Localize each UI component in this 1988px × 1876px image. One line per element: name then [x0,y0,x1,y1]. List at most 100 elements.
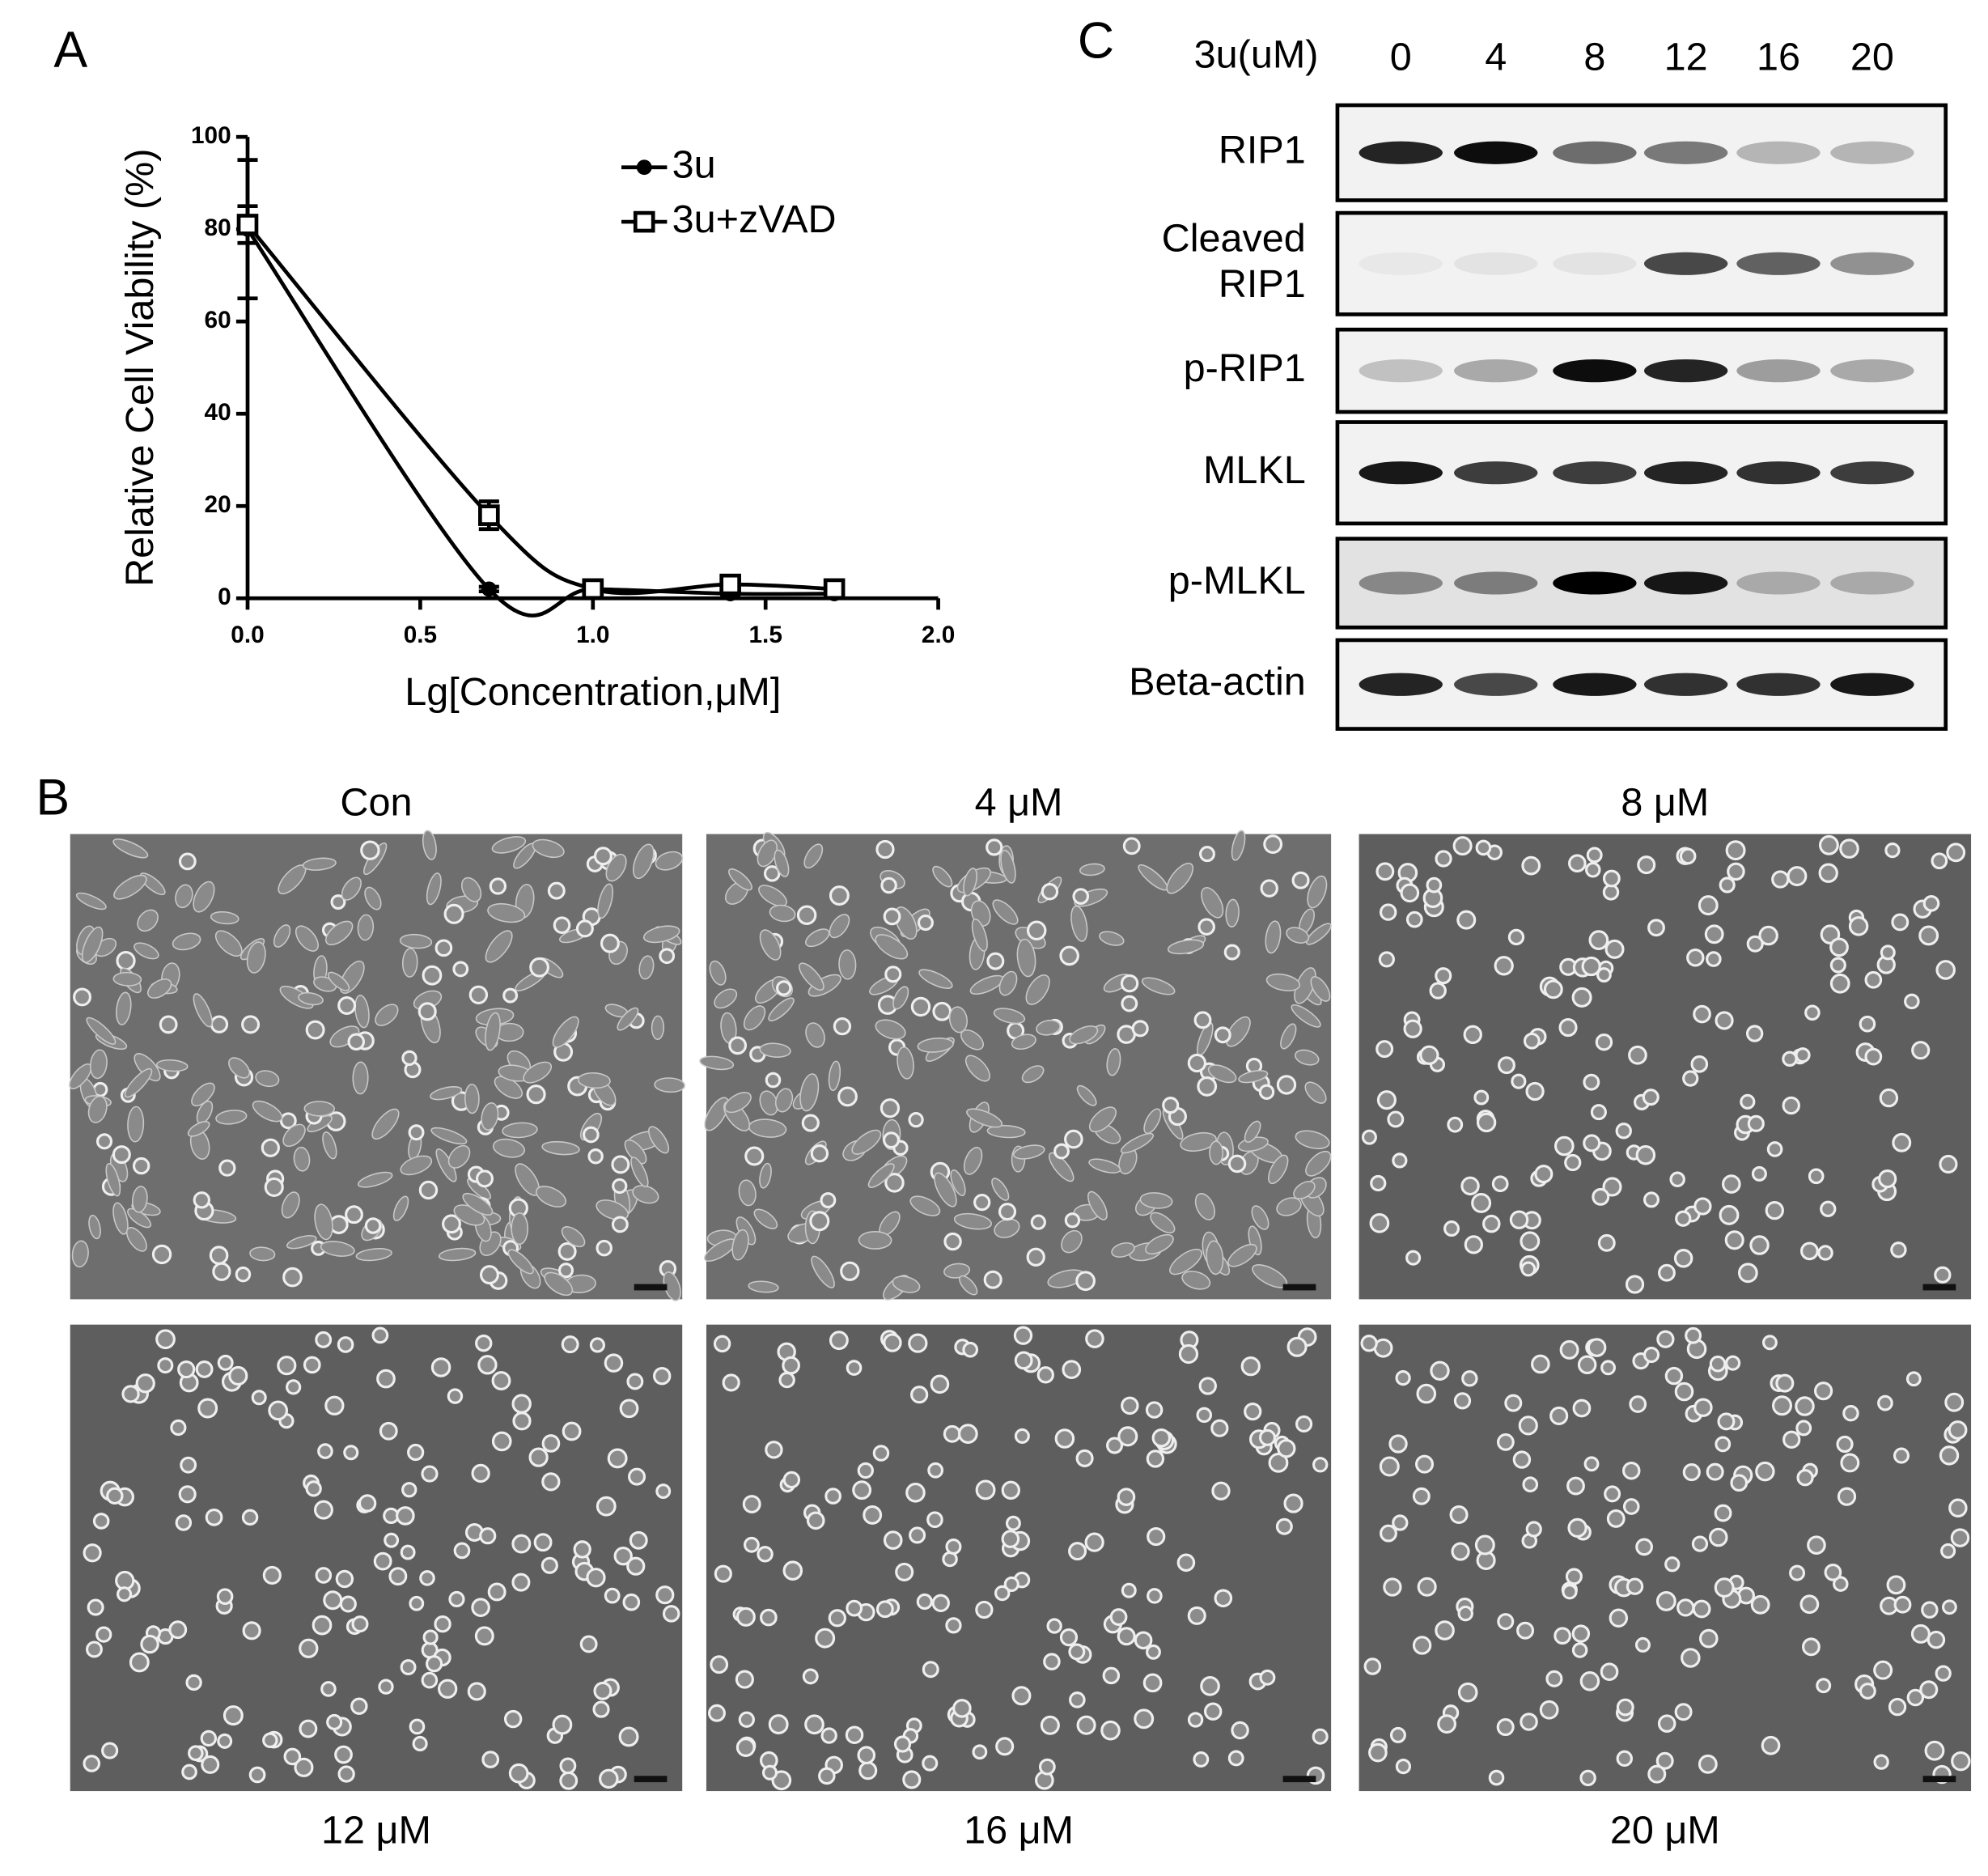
band [1359,673,1443,696]
cell [714,1564,732,1583]
band [1553,252,1637,275]
cell [943,1232,962,1251]
cell [1511,1073,1527,1089]
lane-label: 0 [1390,35,1412,79]
cell [1520,1231,1541,1252]
cell [1139,1192,1173,1209]
cell [765,1072,782,1089]
cell [1447,1116,1464,1133]
cell [1747,1114,1765,1132]
cell [401,1050,418,1066]
cell [1642,1089,1659,1106]
band [1643,252,1728,275]
cell [799,1073,820,1112]
cell [396,1506,415,1526]
cell [185,1674,202,1691]
cell [1260,879,1278,898]
band [1553,571,1637,595]
cell [1525,1081,1545,1101]
cell [1816,1678,1832,1694]
cell [1014,1428,1030,1444]
cells [83,1326,680,1790]
cell [910,996,931,1017]
cell [378,1679,394,1695]
cell [1682,1070,1699,1087]
cell [753,1208,778,1229]
cell [1946,843,1966,863]
cell [557,1263,574,1279]
cell [1375,862,1395,881]
cell [1725,1355,1741,1371]
cell [803,843,824,869]
cells [699,830,1332,1301]
cell [326,1713,343,1730]
cell [95,1626,112,1643]
band [1830,673,1914,696]
cell [485,1012,501,1051]
scale-bar [1282,1776,1316,1783]
cell [1558,1018,1578,1038]
cell [1516,1621,1535,1640]
cell [1628,1045,1647,1065]
cell [1587,1338,1607,1357]
cell [945,1617,962,1634]
cells [708,1326,1329,1791]
cell [1005,1515,1021,1531]
panel-label: C [1078,12,1114,69]
cell [648,1126,670,1154]
cell [909,1195,941,1216]
cell [918,969,953,989]
cell [1064,1212,1081,1229]
cell [299,1638,319,1658]
cell [1692,1599,1711,1619]
cell [1389,1726,1406,1743]
cell [883,1333,902,1352]
cell [200,1730,218,1747]
cell [235,1266,252,1283]
cell [828,1609,846,1628]
band [1359,359,1443,383]
cell [172,932,201,951]
cell [943,1263,971,1279]
cell [1927,1630,1946,1649]
cell [1201,887,1224,919]
cell [1435,850,1452,868]
cell [774,1088,794,1113]
cell [774,849,790,877]
cell [782,1560,803,1581]
cell [1795,1047,1811,1063]
cell [116,991,132,1025]
cell [86,1017,117,1045]
cell [1464,1235,1483,1254]
cell [479,1265,499,1285]
cell [1310,976,1331,1002]
cell [401,948,418,978]
cell [828,1060,841,1092]
cell [586,1568,606,1588]
cell [592,1700,610,1718]
data-point [719,573,741,596]
cell [491,1371,511,1390]
cell [1782,1430,1801,1449]
cell [248,1766,266,1784]
micrograph-label: 16 μM [964,1809,1074,1853]
cell [1698,1754,1718,1774]
cell [651,1015,665,1041]
cell [1111,1242,1135,1258]
cell [302,857,337,871]
cells [69,830,686,1301]
cell [611,1216,629,1233]
cell [112,971,142,987]
cell [399,933,433,949]
cell [1604,939,1625,959]
cell [447,1144,471,1169]
cell [863,1505,883,1525]
cell [829,1331,849,1351]
cell [127,1208,152,1229]
cell [347,1033,366,1050]
cell [1585,861,1601,878]
cell [135,1373,155,1394]
cell [1879,1088,1899,1108]
cell [1554,1135,1575,1157]
cell [759,1042,791,1058]
